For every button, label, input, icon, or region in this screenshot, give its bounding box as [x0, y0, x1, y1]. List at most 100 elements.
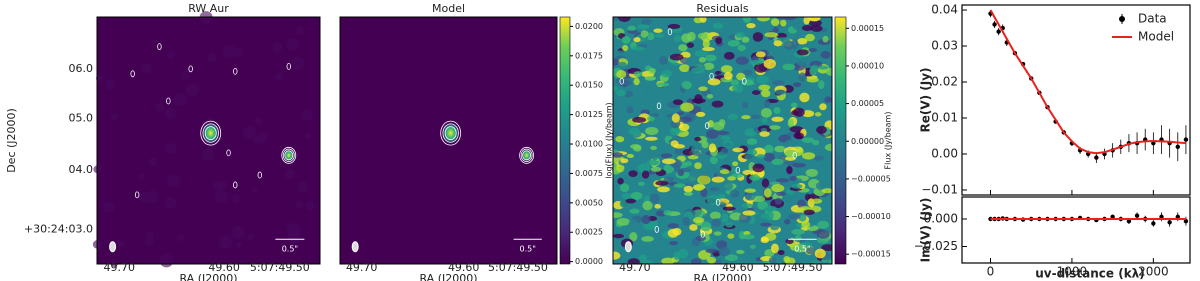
noise: [703, 62, 715, 71]
contour: [735, 166, 741, 174]
colorbar-tick-label: 0.0200: [575, 22, 603, 31]
y-axis-label: Re(V) (Jy): [919, 67, 933, 132]
colorbar-tick-label: 0.0175: [575, 51, 603, 60]
noise: [645, 126, 659, 136]
noise: [764, 205, 777, 212]
noise: [663, 210, 672, 216]
residual-texture: [613, 17, 832, 264]
noise: [740, 203, 754, 208]
noise: [772, 80, 785, 86]
noise: [698, 57, 706, 63]
noise: [719, 169, 730, 175]
x-axis-label: RA (J2000): [179, 272, 237, 281]
noise: [720, 147, 729, 155]
noise: [613, 251, 621, 260]
x-tick-label: 0: [987, 265, 995, 279]
noise: [148, 157, 158, 167]
image-panel: 0.5" Residuals 49.70 49.60 5:07:49.50 RA (J20…: [612, 2, 893, 281]
noise: [784, 219, 791, 225]
noise: [724, 254, 738, 262]
noise: [118, 240, 126, 248]
noise: [110, 113, 118, 122]
colorbar-tick-label: 0.0150: [575, 81, 603, 90]
noise: [159, 253, 174, 268]
colorbar-tick-label: 0.0050: [575, 198, 603, 207]
noise: [613, 233, 625, 239]
noise: [694, 136, 702, 142]
contour: [522, 150, 532, 161]
noise: [735, 56, 749, 65]
noise: [723, 71, 733, 80]
noise: [637, 51, 644, 59]
contour: [188, 65, 193, 73]
noise: [690, 144, 700, 155]
noise: [732, 84, 744, 93]
colorbar-tick-label: 0.0125: [575, 110, 603, 119]
noise: [746, 138, 758, 145]
noise: [782, 63, 796, 71]
noise: [613, 58, 620, 66]
noise: [763, 100, 771, 108]
noise: [304, 132, 312, 140]
noise: [812, 140, 820, 146]
noise: [251, 186, 259, 193]
colorbar-tick-label: 0.0000: [575, 257, 603, 266]
noise: [720, 182, 734, 191]
noise: [671, 194, 682, 200]
noise: [695, 185, 705, 191]
noise: [613, 17, 619, 21]
noise: [792, 162, 807, 168]
noise: [711, 100, 724, 108]
contour: [519, 146, 535, 164]
noise: [727, 40, 740, 47]
noise: [784, 149, 798, 158]
noise: [810, 25, 823, 32]
noise: [747, 248, 755, 255]
noise: [176, 234, 184, 242]
contour: [654, 226, 659, 233]
noise: [752, 163, 765, 173]
noise: [790, 102, 798, 108]
noise: [295, 26, 305, 36]
noise: [644, 86, 651, 95]
noise: [616, 69, 627, 79]
noise: [760, 237, 770, 244]
noise: [824, 143, 832, 152]
colorbar-tick-label: −0.00010: [851, 212, 891, 221]
noise: [628, 219, 639, 229]
noise: [760, 107, 772, 118]
noise: [214, 190, 228, 204]
noise: [613, 126, 624, 135]
data-point: [996, 29, 1001, 34]
x-tick-label: 49.60: [448, 261, 480, 274]
noise: [694, 50, 709, 57]
noise: [626, 106, 634, 114]
noise: [787, 118, 794, 128]
x-tick-label: 5:07:49.50: [250, 261, 310, 274]
noise: [274, 72, 284, 82]
x-tick-label: 49.60: [208, 261, 240, 274]
noise: [667, 228, 679, 238]
noise: [256, 132, 269, 144]
y-tick-label: 0.00: [931, 146, 958, 160]
noise: [697, 175, 711, 185]
noise: [706, 195, 721, 205]
y-tick-label: −0.025: [914, 239, 958, 253]
data-point: [1094, 155, 1099, 160]
noise: [799, 92, 810, 103]
noise: [613, 212, 623, 218]
noise: [774, 145, 786, 153]
colorbar-label: Flux (Jy/beam): [884, 112, 893, 170]
noise: [674, 34, 681, 43]
noise: [763, 188, 772, 198]
data-point: [1175, 214, 1180, 219]
noise: [615, 78, 624, 84]
noise: [739, 213, 752, 223]
noise: [706, 94, 714, 99]
plot-frame: [961, 196, 1191, 264]
noise: [804, 33, 815, 42]
contour: [667, 28, 673, 36]
panel-title: Residuals: [696, 2, 748, 15]
noise: [745, 193, 756, 201]
noise: [777, 250, 785, 256]
